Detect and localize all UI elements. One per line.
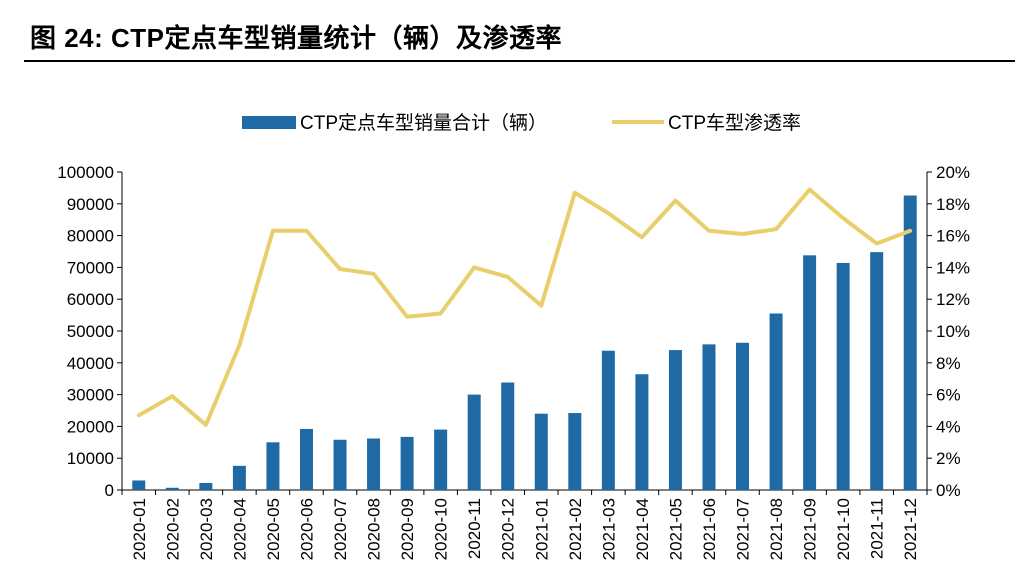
bar bbox=[165, 487, 179, 490]
y-left-tick-label: 90000 bbox=[67, 195, 114, 214]
x-tick-label: 2021-12 bbox=[901, 498, 920, 560]
y-left-tick-label: 80000 bbox=[67, 227, 114, 246]
x-tick-label: 2020-03 bbox=[197, 498, 216, 560]
x-tick-label: 2021-07 bbox=[734, 498, 753, 560]
bar bbox=[199, 483, 213, 490]
x-tick-label: 2020-05 bbox=[264, 498, 283, 560]
y-right-tick-label: 16% bbox=[936, 227, 970, 246]
y-left-tick-label: 20000 bbox=[67, 417, 114, 436]
x-tick-label: 2020-07 bbox=[331, 498, 350, 560]
y-left-tick-label: 40000 bbox=[67, 354, 114, 373]
y-left-tick-label: 60000 bbox=[67, 290, 114, 309]
bar bbox=[769, 313, 783, 490]
y-right-tick-label: 6% bbox=[936, 386, 961, 405]
bar bbox=[434, 429, 448, 490]
figure-title: 图 24: CTP定点车型销量统计（辆）及渗透率 bbox=[30, 23, 563, 53]
x-tick-label: 2020-02 bbox=[163, 498, 182, 560]
bar bbox=[601, 350, 615, 490]
bar bbox=[501, 382, 515, 490]
y-right-tick-label: 20% bbox=[936, 163, 970, 182]
x-tick-label: 2020-06 bbox=[297, 498, 316, 560]
y-right-tick-label: 12% bbox=[936, 290, 970, 309]
y-right-tick-label: 18% bbox=[936, 195, 970, 214]
bar bbox=[299, 428, 313, 490]
bar bbox=[367, 438, 381, 490]
bar bbox=[803, 255, 817, 490]
y-right-tick-label: 10% bbox=[936, 322, 970, 341]
bar bbox=[635, 374, 649, 490]
x-tick-label: 2021-03 bbox=[599, 498, 618, 560]
bar bbox=[333, 439, 347, 490]
y-left-tick-label: 70000 bbox=[67, 258, 114, 277]
bar bbox=[668, 350, 682, 490]
x-tick-label: 2021-09 bbox=[801, 498, 820, 560]
bar bbox=[467, 394, 481, 490]
bar bbox=[534, 413, 548, 490]
x-tick-label: 2020-12 bbox=[499, 498, 518, 560]
x-tick-label: 2021-04 bbox=[633, 498, 652, 560]
bar bbox=[903, 195, 917, 491]
bar bbox=[702, 344, 716, 490]
y-right-tick-label: 2% bbox=[936, 449, 961, 468]
y-right-tick-label: 0% bbox=[936, 481, 961, 500]
y-right-tick-label: 8% bbox=[936, 354, 961, 373]
bar bbox=[232, 465, 246, 490]
x-tick-label: 2020-01 bbox=[130, 498, 149, 560]
y-left-tick-label: 100000 bbox=[57, 163, 114, 182]
bar bbox=[736, 342, 750, 490]
legend-label-line: CTP车型渗透率 bbox=[668, 112, 801, 134]
penetration-rate-line bbox=[136, 187, 913, 427]
y-right-tick-label: 4% bbox=[936, 417, 961, 436]
x-tick-label: 2021-10 bbox=[834, 498, 853, 560]
bar bbox=[836, 262, 850, 490]
x-tick-label: 2020-10 bbox=[432, 498, 451, 560]
bar bbox=[400, 436, 414, 490]
x-tick-label: 2021-05 bbox=[666, 498, 685, 560]
bar bbox=[132, 480, 146, 490]
y-left-tick-label: 0 bbox=[105, 481, 114, 500]
y-left-tick-label: 50000 bbox=[67, 322, 114, 341]
y-left-tick-label: 30000 bbox=[67, 386, 114, 405]
legend-label-bar: CTP定点车型销量合计（辆） bbox=[300, 112, 547, 134]
bar bbox=[870, 252, 884, 490]
x-tick-label: 2020-09 bbox=[398, 498, 417, 560]
x-tick-label: 2021-11 bbox=[868, 498, 887, 559]
x-tick-label: 2021-06 bbox=[700, 498, 719, 560]
bar bbox=[266, 442, 280, 490]
legend-swatch-bar bbox=[242, 116, 296, 129]
x-tick-label: 2021-08 bbox=[767, 498, 786, 560]
bar bbox=[568, 413, 582, 490]
x-tick-label: 2021-02 bbox=[566, 498, 585, 560]
x-tick-label: 2021-01 bbox=[532, 498, 551, 560]
y-left-tick-label: 10000 bbox=[67, 449, 114, 468]
x-tick-label: 2020-08 bbox=[365, 498, 384, 560]
title-underline bbox=[24, 60, 1015, 62]
x-tick-label: 2020-04 bbox=[230, 498, 249, 560]
y-right-tick-label: 14% bbox=[936, 258, 970, 277]
x-tick-label: 2020-11 bbox=[465, 498, 484, 559]
